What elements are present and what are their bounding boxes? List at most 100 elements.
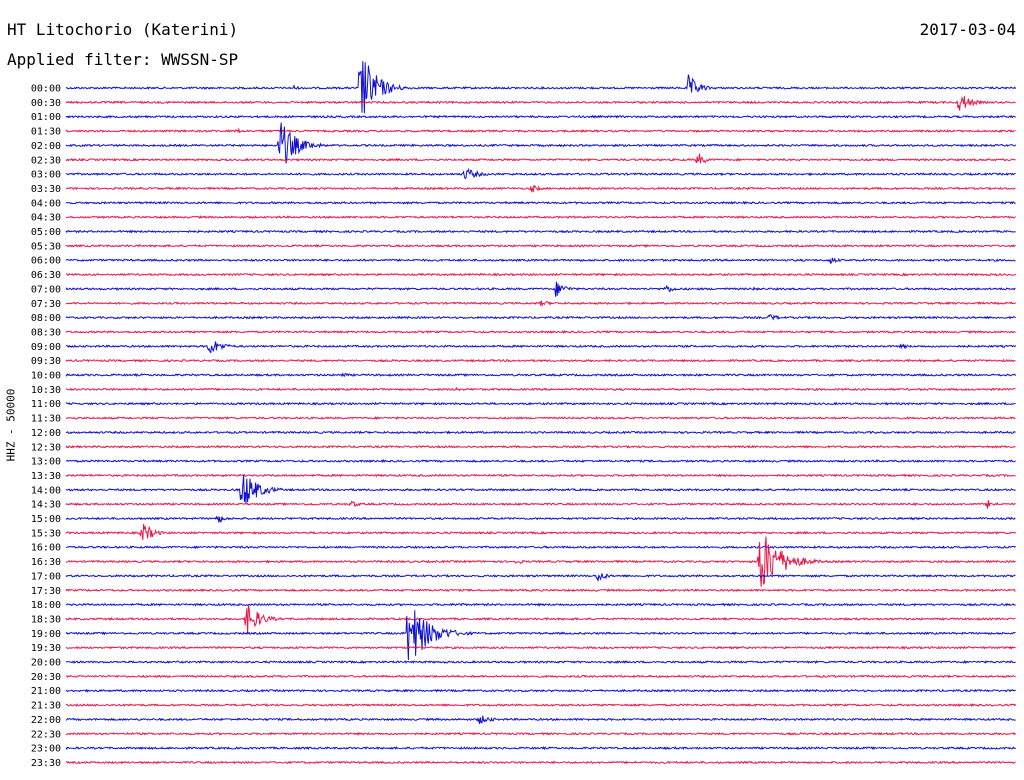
trace-line <box>65 536 1016 587</box>
trace-line <box>65 229 1016 234</box>
trace-line <box>65 500 1016 509</box>
trace-line <box>65 200 1016 205</box>
trace-line <box>65 573 1016 582</box>
trace-line <box>65 114 1016 119</box>
time-label: 12:00 <box>31 428 61 439</box>
trace-line <box>65 473 1016 478</box>
trace-line <box>65 474 1016 504</box>
trace-line <box>65 314 1017 321</box>
time-label: 09:00 <box>31 342 61 353</box>
trace-line <box>65 127 1016 134</box>
trace-line <box>65 300 1016 308</box>
time-label: 11:30 <box>31 414 61 425</box>
time-label: 21:00 <box>31 686 61 697</box>
trace-line <box>65 523 1016 541</box>
trace-line <box>66 272 1017 277</box>
trace-line <box>66 184 1016 193</box>
time-label: 20:30 <box>31 672 61 683</box>
time-label: 10:00 <box>31 371 61 382</box>
time-label: 18:00 <box>31 600 61 611</box>
trace-line <box>65 122 1017 164</box>
time-label: 05:00 <box>31 227 61 238</box>
time-label: 14:00 <box>31 485 61 496</box>
trace-line <box>65 605 1016 635</box>
trace-line <box>65 515 1016 523</box>
time-label: 21:30 <box>31 701 61 712</box>
trace-line <box>65 61 1017 114</box>
time-label: 08:00 <box>31 313 61 324</box>
trace-line <box>65 372 1017 378</box>
trace-line <box>65 329 1016 334</box>
time-label: 14:30 <box>31 500 61 511</box>
time-label: 23:30 <box>31 758 61 769</box>
time-label: 15:30 <box>31 528 61 539</box>
time-label: 04:00 <box>31 198 61 209</box>
trace-line <box>65 731 1016 736</box>
date-label: 2017-03-04 <box>919 20 1016 39</box>
trace-line <box>65 688 1016 693</box>
time-label: 02:00 <box>31 141 61 152</box>
time-label: 05:30 <box>31 241 61 252</box>
time-label: 00:00 <box>31 84 61 95</box>
trace-line <box>66 645 1016 650</box>
time-label: 16:30 <box>31 557 61 568</box>
time-label: 08:30 <box>31 327 61 338</box>
trace-line <box>65 545 1016 550</box>
time-label: 11:00 <box>31 399 61 410</box>
trace-line <box>65 401 1016 406</box>
time-label: 04:30 <box>31 213 61 224</box>
time-label: 01:30 <box>31 127 61 138</box>
filter-label: Applied filter: WWSSN-SP <box>7 50 239 69</box>
trace-line <box>65 760 1016 765</box>
time-label: 12:30 <box>31 442 61 453</box>
time-label: 17:00 <box>31 571 61 582</box>
trace-line <box>65 746 1016 751</box>
trace-line <box>65 341 1017 354</box>
trace-line <box>65 167 1016 180</box>
station-title: HT Litochorio (Katerini) <box>7 20 239 39</box>
time-label: 03:00 <box>31 170 61 181</box>
trace-line <box>65 416 1016 421</box>
trace-line <box>65 602 1016 607</box>
trace-line <box>65 660 1016 665</box>
trace-line <box>65 610 1016 661</box>
time-label: 18:30 <box>31 614 61 625</box>
time-label: 16:00 <box>31 543 61 554</box>
trace-line <box>65 386 1016 392</box>
trace-line <box>65 430 1016 435</box>
time-label: 00:30 <box>31 98 61 109</box>
time-label: 15:00 <box>31 514 61 525</box>
trace-line <box>65 715 1016 725</box>
trace-line <box>65 674 1016 679</box>
time-label: 19:30 <box>31 643 61 654</box>
time-label: 23:00 <box>31 744 61 755</box>
time-label: 06:30 <box>31 270 61 281</box>
time-label: 22:30 <box>31 729 61 740</box>
time-label: 22:00 <box>31 715 61 726</box>
time-label: 09:30 <box>31 356 61 367</box>
trace-line <box>65 358 1016 363</box>
trace-line <box>65 257 1016 265</box>
time-label: 07:30 <box>31 299 61 310</box>
trace-line <box>65 459 1016 464</box>
time-label: 20:00 <box>31 658 61 669</box>
time-label: 19:00 <box>31 629 61 640</box>
trace-line <box>65 243 1016 248</box>
time-label: 01:00 <box>31 112 61 123</box>
time-label: 03:30 <box>31 184 61 195</box>
time-label: 10:30 <box>31 385 61 396</box>
trace-line <box>65 281 1016 297</box>
trace-line <box>65 588 1016 593</box>
trace-line <box>65 153 1016 164</box>
trace-line <box>65 215 1016 220</box>
trace-line <box>65 96 1016 111</box>
time-label: 13:30 <box>31 471 61 482</box>
time-label: 17:30 <box>31 586 61 597</box>
time-label: 07:00 <box>31 284 61 295</box>
time-label: 06:00 <box>31 256 61 267</box>
time-label: 02:30 <box>31 155 61 166</box>
trace-line <box>65 444 1016 449</box>
trace-line <box>65 703 1017 708</box>
time-label: 13:00 <box>31 457 61 468</box>
